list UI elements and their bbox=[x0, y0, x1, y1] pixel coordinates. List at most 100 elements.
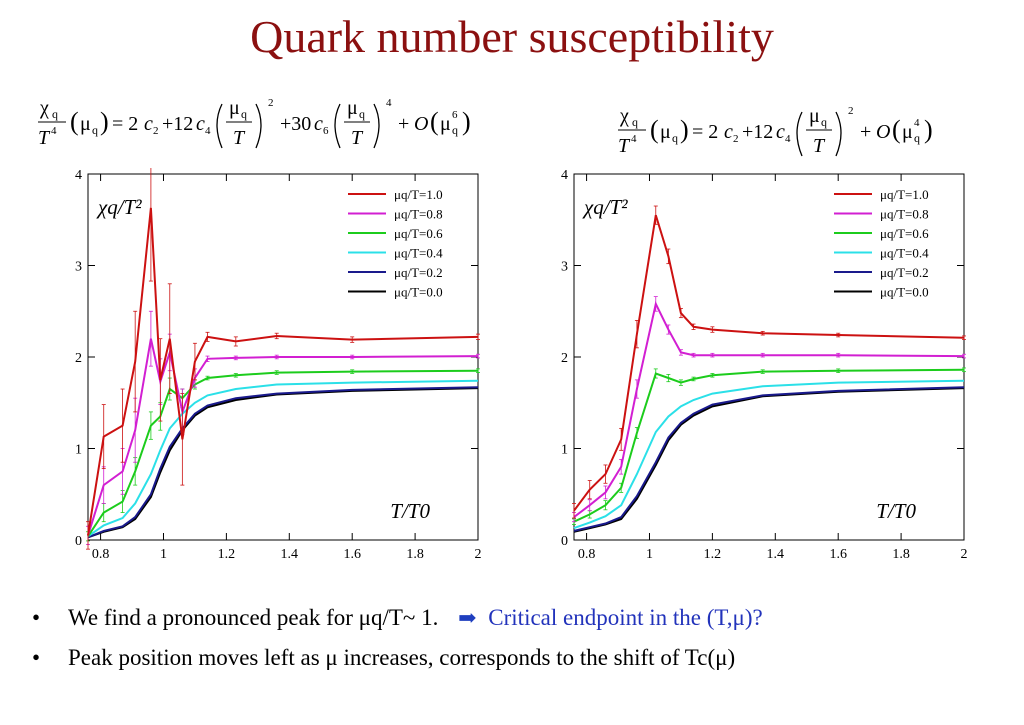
svg-text:4: 4 bbox=[631, 133, 637, 145]
x-tick-label: 2 bbox=[475, 547, 482, 562]
legend-label: μq/T=0.6 bbox=[880, 226, 929, 241]
svg-text:4: 4 bbox=[785, 133, 791, 145]
svg-text:6: 6 bbox=[323, 125, 329, 137]
svg-text:χ: χ bbox=[39, 97, 49, 119]
svg-text:+12: +12 bbox=[742, 121, 773, 143]
x-tick-label: 1.6 bbox=[343, 547, 361, 562]
x-tick-label: 1.8 bbox=[892, 547, 910, 562]
bullet-1-link: Critical endpoint in the (T,μ)? bbox=[488, 605, 763, 630]
x-tick-label: 2 bbox=[961, 547, 968, 562]
y-tick-label: 2 bbox=[561, 351, 568, 366]
series-line bbox=[573, 379, 965, 530]
svg-text:q: q bbox=[452, 123, 458, 137]
svg-text:c: c bbox=[314, 113, 323, 135]
legend-label: μq/T=0.6 bbox=[394, 226, 443, 241]
x-tick-label: 1.4 bbox=[281, 547, 299, 562]
svg-text:= 2: = 2 bbox=[112, 113, 138, 135]
svg-text:μ: μ bbox=[440, 113, 451, 135]
svg-text:q: q bbox=[52, 107, 58, 121]
legend-label: μq/T=0.0 bbox=[394, 285, 443, 300]
legend-label: μq/T=0.2 bbox=[394, 265, 443, 280]
y-tick-label: 1 bbox=[75, 443, 82, 458]
svg-text:μ: μ bbox=[80, 113, 91, 135]
svg-text:T: T bbox=[233, 127, 246, 149]
svg-text:4: 4 bbox=[386, 97, 392, 109]
y-tick-label: 3 bbox=[561, 260, 568, 275]
legend-label: μq/T=1.0 bbox=[880, 187, 929, 202]
chart-left: 0 1 2 3 4 0.8 1 1.2 1.4 1.6 1.8 2 χq/T² T/T0 μq/T=1.0 μ… bbox=[62, 134, 502, 573]
svg-text:μ: μ bbox=[660, 121, 671, 143]
legend-label: μq/T=1.0 bbox=[394, 187, 443, 202]
legend-label: μq/T=0.2 bbox=[880, 265, 929, 280]
y-tick-label: 4 bbox=[75, 168, 82, 183]
x-tick-label: 1.2 bbox=[218, 547, 236, 562]
bullet-2: • Peak position moves left as μ increase… bbox=[32, 638, 1012, 678]
svg-text:c: c bbox=[196, 113, 205, 135]
svg-text:): ) bbox=[924, 115, 933, 144]
x-tick-label: 1 bbox=[160, 547, 167, 562]
svg-text:c: c bbox=[776, 121, 785, 143]
x-tick-label: 0.8 bbox=[92, 547, 110, 562]
chart-right-svg: 0 1 2 3 4 0.8 1 1.2 1.4 1.6 1.8 2 χq/T² T/T0 μq/T=1.0 μ… bbox=[561, 168, 968, 562]
svg-text:= 2: = 2 bbox=[692, 121, 718, 143]
svg-text:T: T bbox=[38, 127, 51, 149]
svg-text:q: q bbox=[672, 131, 678, 145]
svg-text:): ) bbox=[462, 107, 471, 136]
svg-text:2: 2 bbox=[848, 105, 854, 117]
bullet-2-text: Peak position moves left as μ increases,… bbox=[68, 645, 736, 670]
svg-text:): ) bbox=[680, 115, 689, 144]
svg-text:+: + bbox=[860, 121, 871, 143]
chart-right: 0 1 2 3 4 0.8 1 1.2 1.4 1.6 1.8 2 χq/T² T/T0 μq/T=1.0 μ… bbox=[548, 168, 988, 573]
svg-text:O: O bbox=[414, 113, 428, 135]
bullet-list: • We find a pronounced peak for μq/T~ 1.… bbox=[32, 598, 1012, 678]
svg-text:μ: μ bbox=[229, 97, 240, 119]
slide-title: Quark number susceptibility bbox=[250, 11, 774, 62]
svg-text:(: ( bbox=[892, 115, 901, 144]
series-line bbox=[87, 379, 479, 538]
svg-text:2: 2 bbox=[153, 125, 159, 137]
svg-text:q: q bbox=[359, 107, 365, 121]
bullet-dot: • bbox=[32, 605, 41, 630]
svg-text:q: q bbox=[632, 115, 638, 129]
svg-text:+: + bbox=[398, 113, 409, 135]
svg-text:μ: μ bbox=[902, 121, 913, 143]
svg-text:4: 4 bbox=[914, 117, 920, 129]
svg-text:T: T bbox=[351, 127, 364, 149]
series-line bbox=[87, 386, 479, 539]
svg-text:χ: χ bbox=[619, 105, 629, 127]
series-line bbox=[573, 386, 965, 532]
svg-text:(: ( bbox=[430, 107, 439, 136]
x-axis-label: T/T0 bbox=[390, 499, 430, 523]
svg-text:(: ( bbox=[70, 107, 79, 136]
svg-text:c: c bbox=[144, 113, 153, 135]
x-tick-label: 1.6 bbox=[829, 547, 847, 562]
x-axis-label: T/T0 bbox=[876, 499, 916, 523]
svg-text:(: ( bbox=[650, 115, 659, 144]
svg-text:q: q bbox=[92, 123, 98, 137]
right-arrow-icon: ➡ bbox=[458, 605, 477, 630]
svg-text:μ: μ bbox=[809, 105, 820, 127]
y-axis-label: χq/T² bbox=[96, 195, 142, 219]
svg-text:q: q bbox=[241, 107, 247, 121]
svg-text:6: 6 bbox=[452, 109, 458, 121]
svg-text:4: 4 bbox=[51, 125, 57, 137]
y-tick-label: 0 bbox=[561, 534, 568, 549]
svg-text:): ) bbox=[100, 107, 109, 136]
svg-text:c: c bbox=[724, 121, 733, 143]
svg-text:O: O bbox=[876, 121, 890, 143]
svg-text:q: q bbox=[914, 131, 920, 145]
legend-label: μq/T=0.4 bbox=[394, 246, 443, 261]
svg-text:+30: +30 bbox=[280, 113, 311, 135]
y-tick-label: 0 bbox=[75, 534, 82, 549]
legend-label: μq/T=0.0 bbox=[880, 285, 929, 300]
x-tick-label: 1.2 bbox=[704, 547, 722, 562]
y-tick-label: 3 bbox=[75, 260, 82, 275]
svg-text:T: T bbox=[618, 135, 631, 157]
svg-text:T: T bbox=[813, 135, 826, 157]
svg-text:2: 2 bbox=[268, 97, 274, 109]
svg-text:+12: +12 bbox=[162, 113, 193, 135]
bullet-1: • We find a pronounced peak for μq/T~ 1.… bbox=[32, 598, 1012, 638]
